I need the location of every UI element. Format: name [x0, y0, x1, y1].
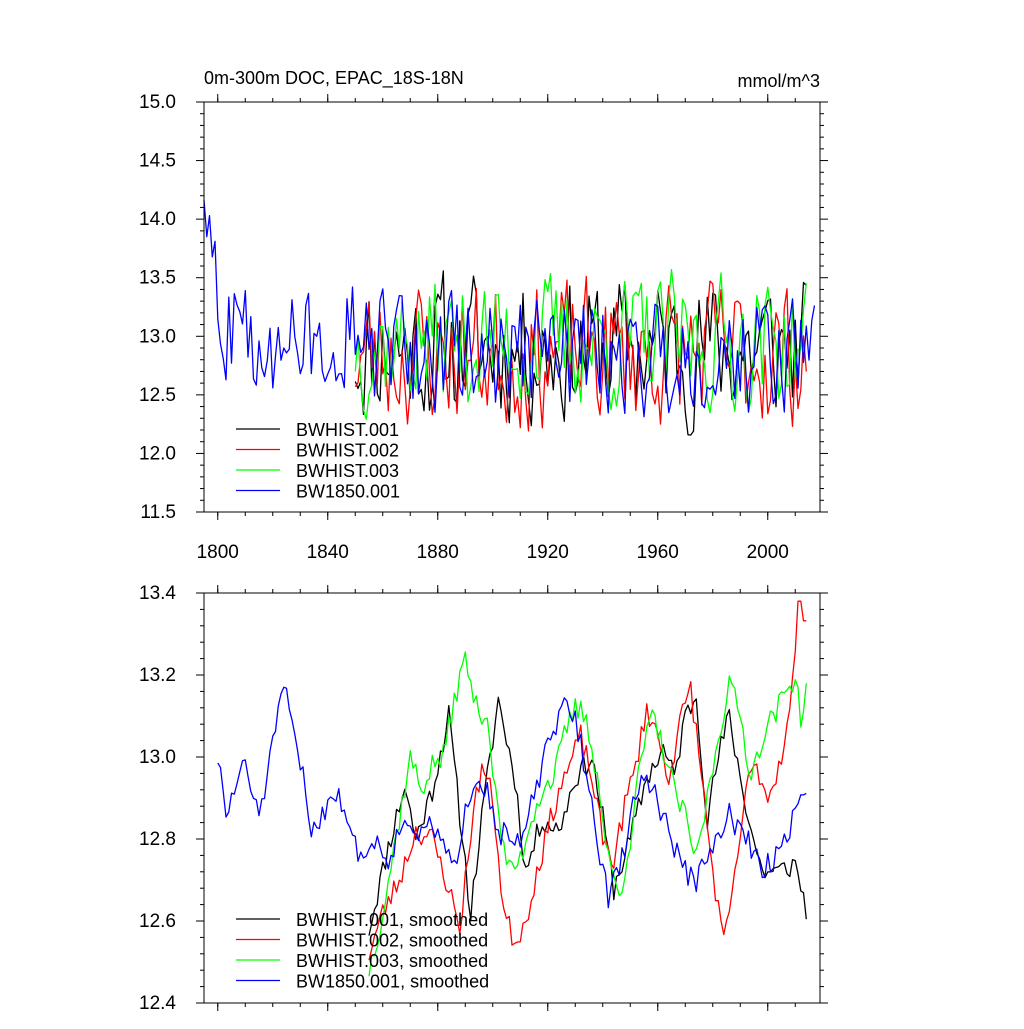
y-tick-label: 13.0	[139, 747, 176, 768]
y-tick-label: 12.0	[139, 443, 176, 464]
top-axis-ticks: 11.5 12.0 12.5 13.0 13.5 14.0 14.5 15.0 1800 1840…	[139, 92, 828, 563]
legend-label: BWHIST.001, smoothed	[296, 910, 488, 930]
x-tick-label: 1880	[417, 542, 459, 563]
top-title-right: mmol/m^3	[738, 71, 820, 91]
y-tick-label: 14.5	[139, 151, 176, 172]
series-line-bw1850-001-smoothed	[217, 686, 807, 909]
top-title-left: 0m-300m DOC, EPAC_18S-18N	[204, 68, 464, 89]
y-tick-label: 15.0	[139, 92, 176, 113]
legend-label: BW1850.001, smoothed	[296, 972, 489, 992]
top-series-group	[203, 199, 816, 436]
x-tick-label: 1920	[527, 542, 569, 563]
y-tick-label: 13.0	[139, 326, 176, 347]
y-tick-label: 12.8	[139, 829, 176, 850]
bottom-plot-frame	[203, 592, 821, 1004]
legend-label: BWHIST.001	[296, 420, 399, 440]
series-line-bwhist-003	[354, 268, 807, 420]
y-tick-label: 13.2	[139, 665, 176, 686]
x-tick-label: 1960	[637, 542, 679, 563]
series-line-bwhist-003-smoothed	[368, 651, 807, 977]
panel-bottom: 12.4 12.6 12.8 13.0 13.2 13.4 BWHIST.001, smo…	[139, 583, 828, 1014]
legend-label: BWHIST.002, smoothed	[296, 931, 488, 951]
y-tick-label: 12.6	[139, 911, 176, 932]
legend-label: BWHIST.003, smoothed	[296, 951, 488, 971]
y-tick-label: 13.4	[139, 583, 176, 604]
y-tick-label: 11.5	[140, 502, 176, 523]
top-plot-frame	[203, 101, 821, 513]
x-tick-label: 1840	[307, 542, 349, 563]
panel-top: 0m-300m DOC, EPAC_18S-18N mmol/m^3 11.51…	[139, 68, 828, 563]
series-line-bwhist-002-smoothed	[368, 600, 807, 961]
series-line-bwhist-001	[354, 270, 807, 436]
y-tick-label: 12.4	[139, 993, 176, 1014]
y-tick-label: 13.5	[139, 268, 176, 289]
y-tick-label: 14.0	[139, 209, 176, 230]
series-line-bw1850-001	[203, 199, 816, 418]
x-tick-label: 1800	[197, 542, 239, 563]
bottom-series-group	[217, 600, 807, 977]
bottom-axis-ticks: 12.4 12.6 12.8 13.0 13.2 13.4	[139, 583, 828, 1014]
y-tick-label: 12.5	[139, 385, 176, 406]
x-tick-label: 2000	[747, 542, 789, 563]
legend-label: BW1850.001	[296, 482, 400, 502]
legend-label: BWHIST.002	[296, 441, 399, 461]
legend-label: BWHIST.003	[296, 461, 399, 481]
